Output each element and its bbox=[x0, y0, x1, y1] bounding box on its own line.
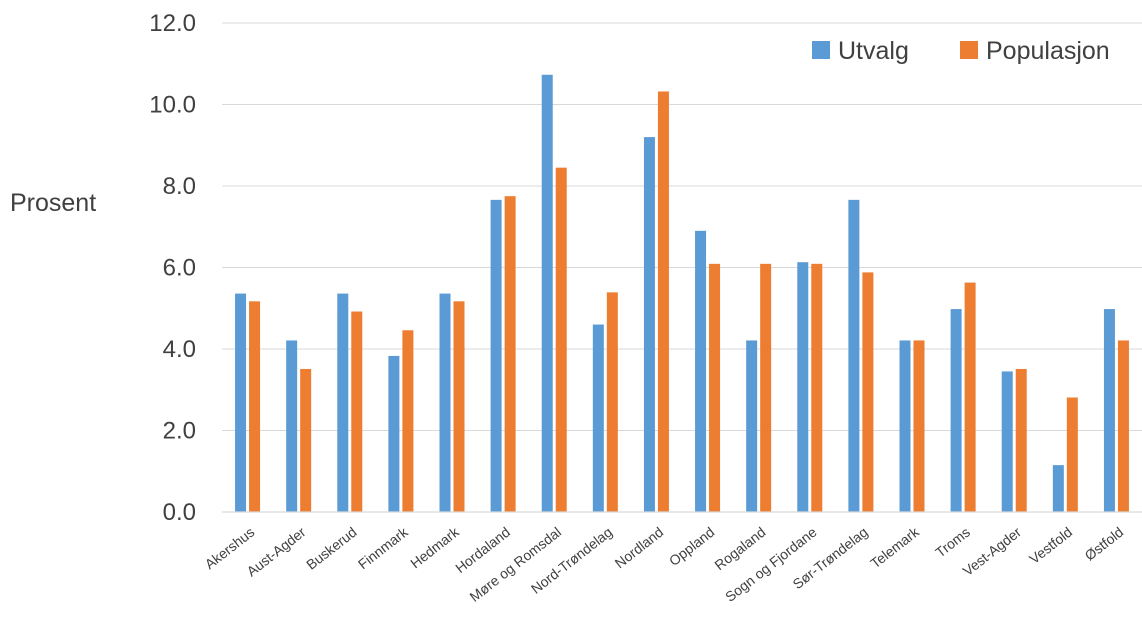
x-category-label: Oppland bbox=[666, 524, 718, 569]
legend: Utvalg Populasjon bbox=[812, 37, 1110, 65]
legend-label-utvalg: Utvalg bbox=[838, 37, 909, 65]
bar-utvalg bbox=[950, 309, 962, 512]
bar-utvalg bbox=[439, 293, 451, 512]
bar-utvalg bbox=[541, 74, 553, 512]
x-category-label: Nordland bbox=[612, 524, 667, 572]
x-category-label: Østfold bbox=[1081, 524, 1126, 564]
y-tick-label: 0.0 bbox=[163, 499, 196, 526]
x-category-label: Telemark bbox=[867, 523, 922, 571]
gridlines bbox=[222, 22, 1142, 431]
bar-populasjon bbox=[351, 311, 363, 512]
bar-utvalg bbox=[797, 262, 809, 512]
bar-utvalg bbox=[1103, 309, 1115, 512]
bar-populasjon bbox=[913, 340, 925, 512]
bar-populasjon bbox=[709, 263, 721, 512]
bar-populasjon bbox=[606, 292, 618, 512]
bar-utvalg bbox=[337, 293, 349, 512]
bar-utvalg bbox=[1001, 371, 1013, 512]
bar-utvalg bbox=[592, 324, 604, 512]
bar-populasjon bbox=[1015, 368, 1027, 512]
bar-utvalg bbox=[286, 340, 298, 512]
bar-utvalg bbox=[695, 230, 707, 512]
y-tick-label: 4.0 bbox=[163, 336, 196, 363]
x-category-label: Sogn og Fjordane bbox=[722, 524, 820, 605]
bar-populasjon bbox=[402, 330, 414, 512]
bar-utvalg bbox=[899, 340, 911, 512]
bar-utvalg bbox=[848, 199, 860, 513]
y-tick-label: 6.0 bbox=[163, 255, 196, 282]
bar-populasjon bbox=[811, 263, 823, 512]
bar-populasjon bbox=[249, 301, 261, 512]
legend-label-populasjon: Populasjon bbox=[986, 37, 1110, 65]
x-category-label: Buskerud bbox=[303, 524, 359, 573]
bar-populasjon bbox=[964, 282, 976, 512]
bar-utvalg bbox=[490, 199, 502, 513]
x-category-label: Finnmark bbox=[355, 523, 412, 572]
y-axis-title: Prosent bbox=[10, 189, 96, 217]
x-category-label: Troms bbox=[932, 524, 973, 561]
bar-populasjon bbox=[504, 196, 516, 512]
legend-swatch-utvalg bbox=[812, 41, 830, 59]
x-axis-category-labels: AkershusAust-AgderBuskerudFinnmarkHedmar… bbox=[202, 523, 1127, 605]
x-category-label: Møre og Romsdal bbox=[467, 524, 565, 605]
bar-utvalg bbox=[1052, 465, 1064, 512]
y-tick-label: 12.0 bbox=[149, 10, 196, 37]
bar-utvalg bbox=[746, 340, 758, 512]
y-axis-tick-labels: 0.0 2.0 4.0 6.0 8.0 10.0 12.0 bbox=[149, 10, 196, 526]
bar-populasjon bbox=[1117, 340, 1129, 512]
bar-populasjon bbox=[453, 301, 465, 512]
bar-populasjon bbox=[1066, 397, 1078, 512]
x-category-label: Vestfold bbox=[1026, 524, 1075, 567]
bar-populasjon bbox=[300, 368, 312, 512]
bar-utvalg bbox=[643, 137, 655, 512]
bar-utvalg bbox=[235, 293, 247, 512]
y-tick-label: 10.0 bbox=[149, 92, 196, 119]
bar-populasjon bbox=[862, 272, 874, 512]
bar-populasjon bbox=[555, 167, 567, 512]
bars bbox=[235, 74, 1129, 513]
bar-populasjon bbox=[657, 91, 669, 513]
y-tick-label: 8.0 bbox=[163, 173, 196, 200]
legend-swatch-populasjon bbox=[960, 41, 978, 59]
y-tick-label: 2.0 bbox=[163, 418, 196, 445]
bar-populasjon bbox=[760, 263, 772, 512]
bar-utvalg bbox=[388, 355, 400, 512]
